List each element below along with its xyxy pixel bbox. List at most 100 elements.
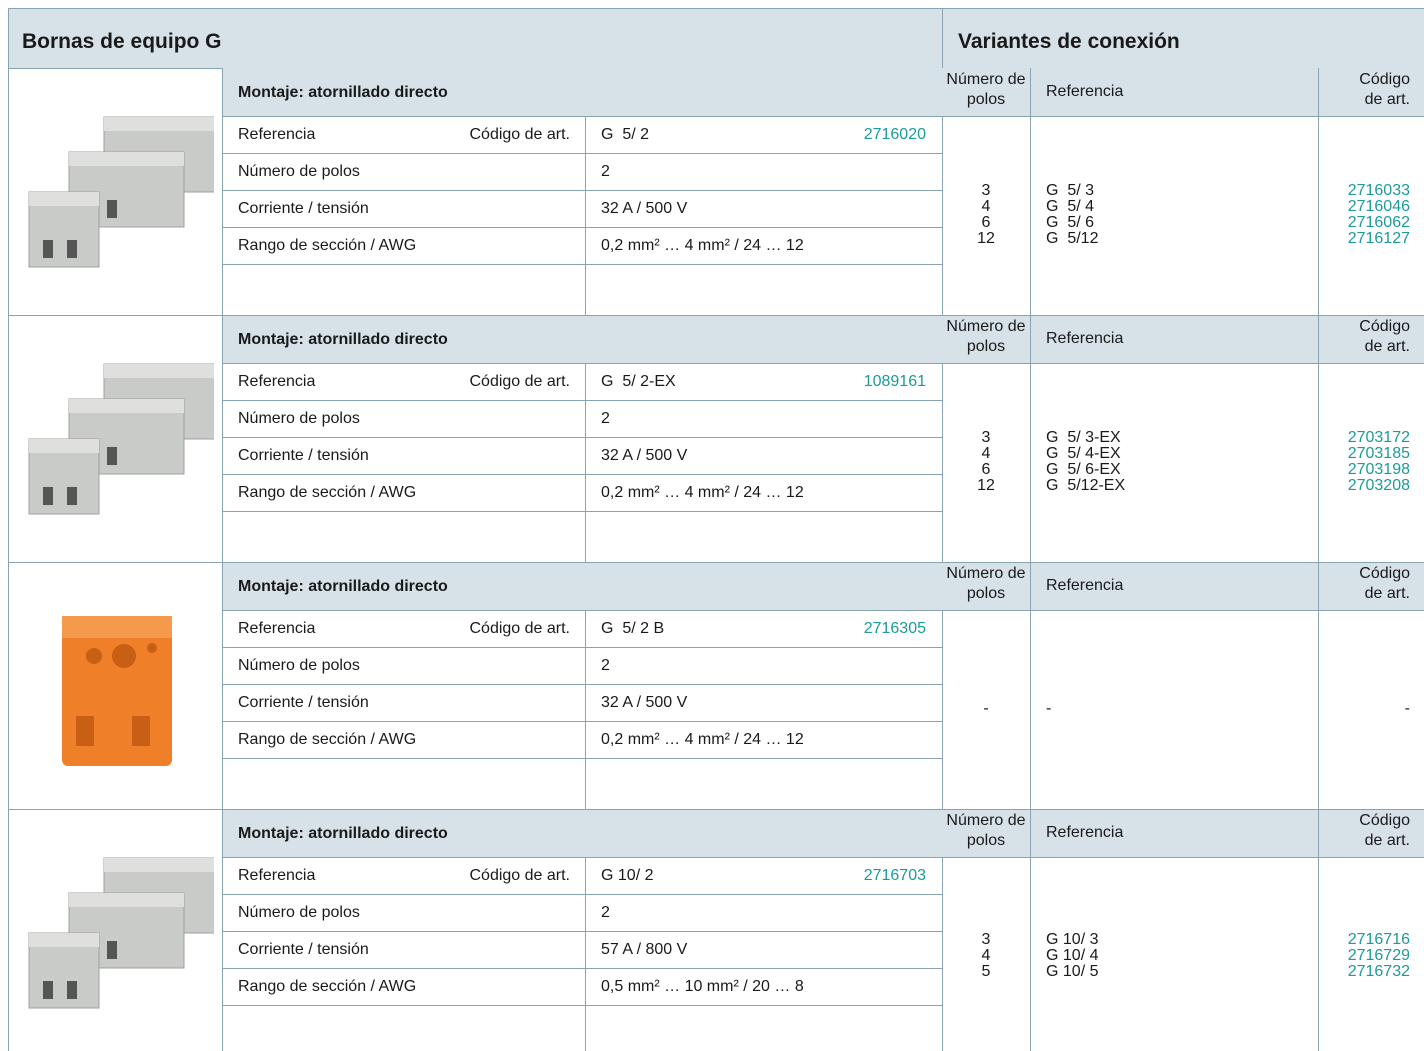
divider <box>1030 68 1031 315</box>
article-code: 2716703 <box>863 867 926 884</box>
divider <box>8 809 1424 810</box>
product-image <box>28 857 220 1009</box>
row-label: Código de art. <box>469 867 570 884</box>
value: 0,2 mm² … 4 mm² / 24 … 12 <box>601 484 804 501</box>
divider <box>8 315 1424 316</box>
variant-poles: 3 <box>981 181 991 199</box>
row-label: Referencia <box>238 126 316 143</box>
product-image <box>28 116 220 268</box>
divider <box>222 809 223 1051</box>
divider <box>1030 562 1031 809</box>
row-label: Rango de sección / AWG <box>238 978 417 995</box>
divider <box>222 227 942 228</box>
variant-reference: G 5/ 4-EX <box>1046 444 1121 462</box>
divider <box>222 684 942 685</box>
row-label: Rango de sección / AWG <box>238 731 417 748</box>
variant-code: 2716732 <box>1347 962 1410 980</box>
value: 32 A / 500 V <box>601 200 688 217</box>
divider <box>222 474 942 475</box>
row-label: Rango de sección / AWG <box>238 484 417 501</box>
value: 2 <box>601 163 610 180</box>
variant-reference: G 10/ 3 <box>1046 930 1099 948</box>
variant-poles: 12 <box>977 476 995 494</box>
row-label: Corriente / tensión <box>238 941 369 958</box>
variant-header: Referencia <box>1046 577 1124 594</box>
value: 0,5 mm² … 10 mm² / 20 … 8 <box>601 978 804 995</box>
divider <box>222 968 942 969</box>
variant-poles: 6 <box>981 460 991 478</box>
row-label: Corriente / tensión <box>238 447 369 464</box>
variant-code: 2716716 <box>1347 930 1410 948</box>
section-header <box>222 809 1424 857</box>
mounting: Montaje: atornillado directo <box>238 331 448 348</box>
divider <box>222 511 942 512</box>
product-image <box>62 616 172 766</box>
variant-header: Número de polos <box>946 565 1026 602</box>
variant-reference: G 5/ 6-EX <box>1046 460 1121 478</box>
divider <box>222 116 1424 117</box>
row-label: Código de art. <box>469 620 570 637</box>
value: 0,2 mm² … 4 mm² / 24 … 12 <box>601 731 804 748</box>
divider <box>222 721 942 722</box>
variant-reference: G 5/12-EX <box>1046 476 1126 494</box>
divider <box>1318 315 1319 562</box>
variant-code: 2716127 <box>1347 229 1410 247</box>
value: 32 A / 500 V <box>601 447 688 464</box>
variant-poles: 3 <box>981 428 991 446</box>
variant-poles: 5 <box>981 962 991 980</box>
value: 2 <box>601 904 610 921</box>
variant-header: Código de art. <box>1359 565 1410 602</box>
divider <box>8 8 1424 9</box>
row-label: Corriente / tensión <box>238 200 369 217</box>
divider <box>222 68 223 315</box>
value: G 5/ 2 B <box>601 620 665 637</box>
row-label: Referencia <box>238 373 316 390</box>
variants-title: Variantes de conexión <box>958 30 1180 53</box>
variant-poles: - <box>983 699 989 717</box>
row-label: Rango de sección / AWG <box>238 237 417 254</box>
variant-poles: 4 <box>981 444 991 462</box>
variant-header: Código de art. <box>1359 318 1410 355</box>
variant-poles: 6 <box>981 213 991 231</box>
variant-poles: 4 <box>981 197 991 215</box>
mounting: Montaje: atornillado directo <box>238 84 448 101</box>
divider <box>585 116 586 315</box>
variant-reference: G 5/ 6 <box>1046 213 1095 231</box>
divider <box>222 610 1424 611</box>
article-code: 2716305 <box>863 620 926 637</box>
divider <box>222 647 942 648</box>
divider <box>222 562 223 809</box>
variant-header: Número de polos <box>946 71 1026 108</box>
image-cell <box>14 586 214 786</box>
mounting: Montaje: atornillado directo <box>238 825 448 842</box>
variant-code: 2716033 <box>1347 181 1410 199</box>
product-image <box>28 363 220 515</box>
image-cell <box>14 833 220 1033</box>
divider <box>222 758 942 759</box>
variant-code: 2716046 <box>1347 197 1410 215</box>
divider <box>8 562 1424 563</box>
image-cell <box>14 92 220 292</box>
variant-header: Referencia <box>1046 824 1124 841</box>
variant-header: Número de polos <box>946 812 1026 849</box>
divider <box>1030 809 1031 1051</box>
value: G 5/ 2-EX <box>601 373 676 390</box>
variant-reference: G 10/ 5 <box>1046 962 1099 980</box>
value: 57 A / 800 V <box>601 941 688 958</box>
divider <box>222 437 942 438</box>
divider <box>585 363 586 562</box>
table-header <box>8 8 1424 68</box>
row-label: Número de polos <box>238 657 360 674</box>
variant-code: 2716062 <box>1347 213 1410 231</box>
variant-code: - <box>1404 699 1410 717</box>
row-label: Referencia <box>238 867 316 884</box>
variant-header: Código de art. <box>1359 71 1410 108</box>
variant-reference: G 10/ 4 <box>1046 946 1099 964</box>
variant-poles: 12 <box>977 229 995 247</box>
divider <box>222 400 942 401</box>
variant-reference: G 5/ 3 <box>1046 181 1095 199</box>
divider <box>222 857 1424 858</box>
divider <box>222 264 942 265</box>
divider <box>222 894 942 895</box>
